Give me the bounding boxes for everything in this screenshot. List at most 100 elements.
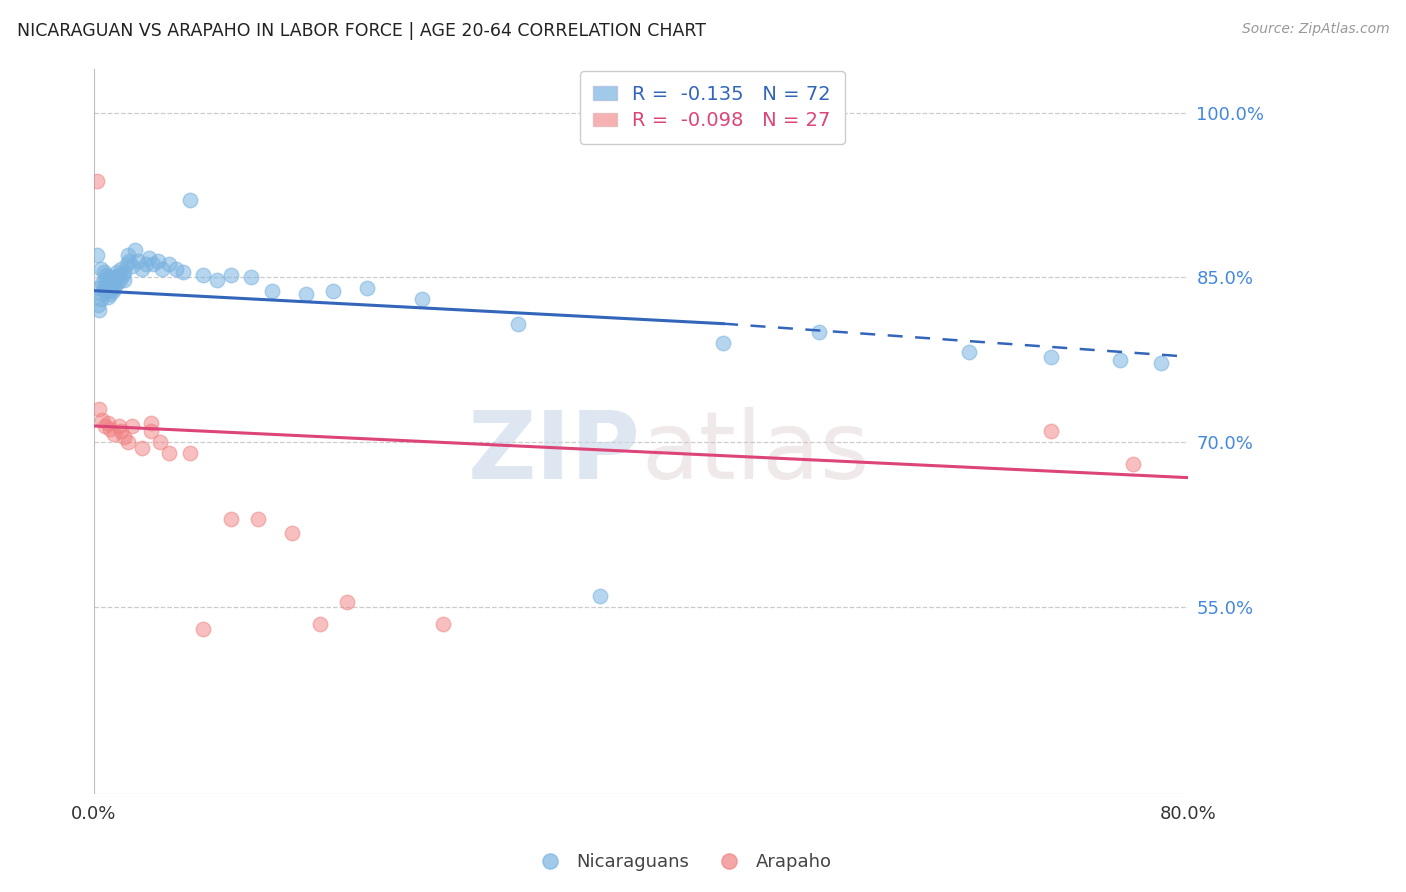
Point — [98, 287, 121, 301]
Point — [150, 261, 173, 276]
Point — [247, 512, 270, 526]
Point — [97, 416, 120, 430]
Point — [131, 441, 153, 455]
Point — [97, 290, 120, 304]
Point — [356, 281, 378, 295]
Point — [94, 273, 117, 287]
Point — [711, 336, 734, 351]
Point — [112, 430, 135, 444]
Point — [179, 194, 201, 208]
Point — [411, 293, 433, 307]
Point — [148, 254, 170, 268]
Point — [103, 426, 125, 441]
Point — [336, 595, 359, 609]
Point — [105, 276, 128, 290]
Point — [138, 251, 160, 265]
Point — [96, 268, 118, 283]
Point — [110, 261, 132, 276]
Point — [121, 260, 143, 274]
Point — [91, 413, 114, 427]
Point — [141, 416, 163, 430]
Point — [240, 270, 263, 285]
Point — [86, 248, 108, 262]
Point — [89, 303, 111, 318]
Point — [89, 281, 111, 295]
Point — [165, 261, 187, 276]
Point — [100, 281, 122, 295]
Point — [110, 425, 132, 439]
Point — [101, 284, 124, 298]
Point — [90, 261, 112, 276]
Point — [157, 257, 180, 271]
Point — [281, 525, 304, 540]
Point — [1040, 425, 1063, 439]
Point — [117, 248, 139, 262]
Point — [105, 265, 128, 279]
Point — [131, 261, 153, 276]
Point — [93, 281, 115, 295]
Point — [219, 512, 242, 526]
Point — [91, 287, 114, 301]
Point — [86, 174, 108, 188]
Point — [98, 273, 121, 287]
Point — [322, 284, 344, 298]
Point — [93, 265, 115, 279]
Point — [118, 254, 141, 268]
Point — [91, 276, 114, 290]
Legend: Nicaraguans, Arapaho: Nicaraguans, Arapaho — [524, 847, 839, 879]
Point — [112, 265, 135, 279]
Point — [157, 446, 180, 460]
Point — [1108, 353, 1130, 368]
Point — [97, 270, 120, 285]
Point — [107, 268, 129, 283]
Point — [141, 425, 163, 439]
Point — [104, 273, 127, 287]
Point — [179, 446, 201, 460]
Point — [172, 265, 194, 279]
Point — [94, 419, 117, 434]
Point — [117, 435, 139, 450]
Point — [124, 243, 146, 257]
Point — [103, 281, 125, 295]
Point — [807, 326, 830, 340]
Point — [112, 273, 135, 287]
Point — [295, 287, 318, 301]
Text: ZIP: ZIP — [468, 408, 641, 500]
Point — [506, 317, 529, 331]
Point — [127, 254, 149, 268]
Point — [205, 273, 228, 287]
Point — [142, 257, 165, 271]
Point — [98, 284, 121, 298]
Point — [121, 419, 143, 434]
Point — [957, 345, 980, 359]
Point — [96, 279, 118, 293]
Point — [432, 616, 454, 631]
Point — [101, 276, 124, 290]
Point — [1150, 356, 1173, 370]
Point — [1122, 458, 1144, 472]
Text: Source: ZipAtlas.com: Source: ZipAtlas.com — [1241, 22, 1389, 37]
Point — [111, 268, 134, 283]
Point — [135, 257, 157, 271]
Point — [97, 281, 120, 295]
Point — [148, 435, 170, 450]
Point — [1040, 350, 1063, 364]
Point — [100, 273, 122, 287]
Point — [98, 276, 121, 290]
Point — [107, 419, 129, 434]
Text: NICARAGUAN VS ARAPAHO IN LABOR FORCE | AGE 20-64 CORRELATION CHART: NICARAGUAN VS ARAPAHO IN LABOR FORCE | A… — [17, 22, 706, 40]
Point — [308, 616, 330, 631]
Point — [589, 590, 612, 604]
Point — [94, 284, 117, 298]
Point — [219, 268, 242, 283]
Point — [98, 422, 121, 436]
Point — [193, 623, 215, 637]
Legend: R =  -0.135   N = 72, R =  -0.098   N = 27: R = -0.135 N = 72, R = -0.098 N = 27 — [579, 71, 845, 144]
Point — [90, 293, 112, 307]
Point — [260, 284, 283, 298]
Point — [115, 257, 138, 271]
Point — [89, 402, 111, 417]
Point — [87, 298, 110, 312]
Text: atlas: atlas — [641, 408, 869, 500]
Point — [193, 268, 215, 283]
